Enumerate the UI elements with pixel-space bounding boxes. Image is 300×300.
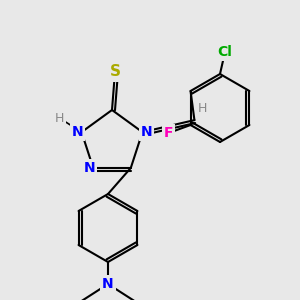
Text: N: N (72, 125, 83, 139)
Text: H: H (198, 102, 207, 115)
Text: Cl: Cl (218, 45, 232, 59)
Text: F: F (164, 126, 173, 140)
Text: N: N (102, 277, 114, 291)
Text: S: S (110, 64, 121, 80)
Text: H: H (55, 112, 64, 124)
Text: N: N (83, 161, 95, 175)
Text: N: N (141, 125, 152, 139)
